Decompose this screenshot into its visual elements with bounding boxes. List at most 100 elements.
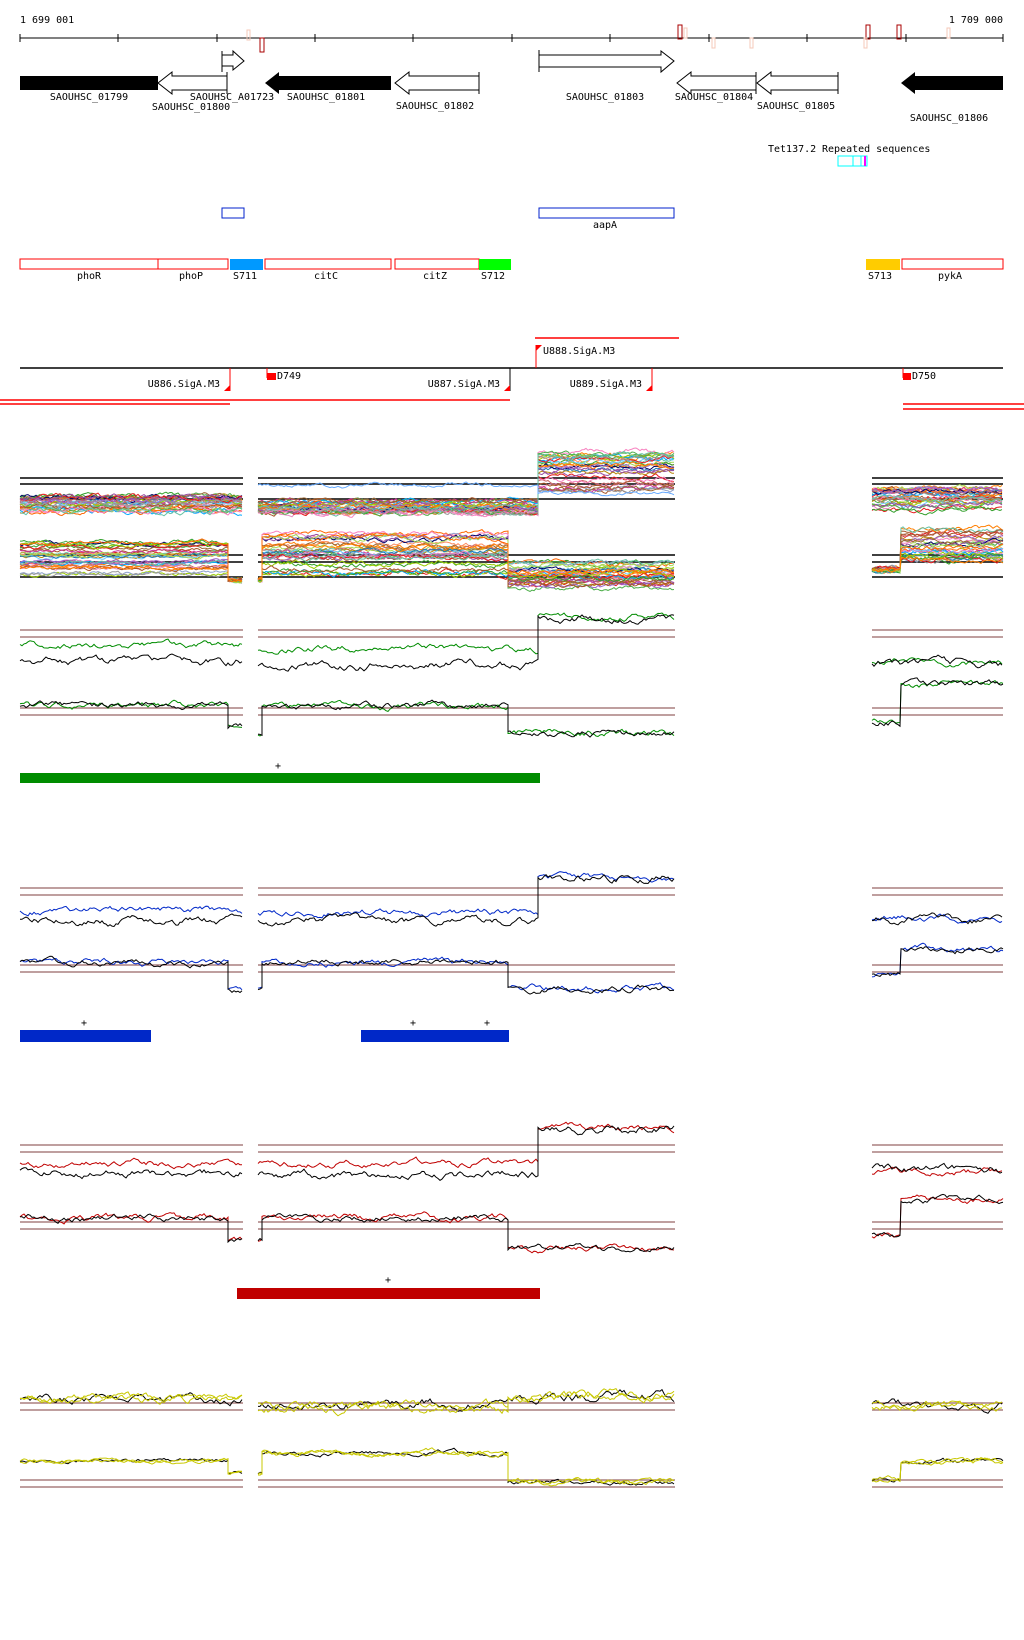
ruler-end-label: 1 709 000 (949, 15, 1003, 26)
promoter-label: U887.SigA.M3 (428, 379, 500, 390)
rna-track: aapA (221, 207, 675, 231)
promoter-U886[interactable]: U886.SigA.M3 (148, 368, 231, 391)
profile-line (257, 959, 674, 995)
gene-SAOUHSC_01801[interactable]: SAOUHSC_01801 (265, 72, 391, 103)
gene-SAOUHSC_01805[interactable]: SAOUHSC_01805 (756, 70, 839, 112)
profile-line (257, 478, 675, 507)
gene-label: SAOUHSC_01806 (910, 113, 988, 124)
annotation-S713[interactable] (866, 259, 900, 270)
promoter-D750[interactable]: D750 (902, 368, 936, 382)
gene-label: SAOUHSC_01800 (152, 102, 230, 113)
profile-line (19, 957, 243, 991)
promoter-U889[interactable]: U889.SigA.M3 (570, 368, 653, 391)
gene-SAOUHSC_01800[interactable]: SAOUHSC_01800 (152, 70, 230, 113)
profile-line (871, 1457, 1004, 1483)
profile-line (871, 485, 1003, 494)
repeat-box[interactable] (837, 155, 854, 167)
profile-line (257, 1213, 675, 1253)
profile-line (257, 482, 675, 518)
profile-line (257, 612, 675, 655)
profile-line (257, 1121, 675, 1169)
profile-line (19, 552, 243, 581)
blue-marker: + (410, 1018, 416, 1029)
profile-line (871, 657, 1003, 668)
repeat-label-b: Repeated sequences (822, 144, 930, 155)
profile-line (257, 1211, 675, 1254)
marker-box (683, 27, 688, 39)
profile-line (19, 538, 243, 583)
profile-line (19, 558, 243, 582)
annotation-label: phoR (77, 271, 102, 282)
segment-bars: + + + + + (20, 761, 540, 1299)
annotation-S712[interactable] (479, 259, 511, 270)
profile-line (871, 552, 1004, 574)
profile-line (19, 955, 243, 994)
promoter-track: U888.SigA.M3 U886.SigA.M3 D749 U887.SigA… (0, 337, 1024, 410)
profile-line (871, 529, 1004, 572)
red-segment-bar[interactable] (237, 1288, 540, 1299)
marker-box (749, 37, 754, 49)
annotation-citC[interactable] (264, 258, 392, 270)
profile-line (871, 1193, 1004, 1238)
marker-box (946, 27, 951, 39)
gene-SAOUHSC_01806[interactable]: SAOUHSC_01806 (901, 72, 1003, 124)
profile-line (19, 905, 243, 917)
profile-line (257, 465, 675, 514)
marker-box (711, 37, 716, 49)
marker-box (259, 37, 265, 53)
profile-line (871, 679, 1004, 724)
gene-SAOUHSC_01802[interactable]: SAOUHSC_01802 (394, 70, 480, 112)
gene-SAOUHSC_A01723[interactable]: SAOUHSC_A01723 (190, 49, 274, 103)
promoter-label: U889.SigA.M3 (570, 379, 642, 390)
marker-box (677, 24, 683, 40)
promoter-label: D749 (277, 371, 301, 382)
rna-box[interactable] (221, 207, 245, 219)
blue-segment-bar[interactable] (20, 1030, 151, 1042)
profile-line (871, 506, 1003, 516)
promoter-D749[interactable]: D749 (266, 368, 301, 382)
annotation-phoR[interactable] (19, 258, 159, 270)
gene-SAOUHSC_01804[interactable]: SAOUHSC_01804 (675, 70, 757, 103)
profile-line (20, 1392, 243, 1405)
annotation-phoP[interactable] (157, 258, 229, 270)
gene-SAOUHSC_01799[interactable]: SAOUHSC_01799 (20, 76, 158, 103)
profile-line (19, 506, 243, 517)
profile-line (19, 492, 243, 502)
green-marker: + (275, 761, 281, 772)
repeat-box[interactable] (852, 155, 862, 167)
profile-line (257, 1125, 675, 1182)
profile-line (257, 450, 675, 513)
gene-label: SAOUHSC_A01723 (190, 92, 274, 103)
profile-line (257, 699, 675, 738)
blue-marker: + (81, 1018, 87, 1029)
annotation-S711[interactable] (230, 259, 263, 270)
annotation-label: S712 (481, 271, 505, 282)
ruler-axis (19, 24, 1004, 53)
annotation-label: citC (314, 271, 338, 282)
annotation-label: pykA (938, 271, 962, 282)
promoter-U888[interactable]: U888.SigA.M3 (535, 345, 615, 368)
profile-line (19, 548, 243, 583)
red-marker: + (385, 1275, 391, 1286)
profile-line (19, 1392, 243, 1407)
rna-aapA[interactable] (538, 207, 675, 219)
profile-line (871, 489, 1003, 496)
profile-line (258, 552, 675, 580)
promoter-label: U888.SigA.M3 (543, 346, 615, 357)
gene-SAOUHSC_01803[interactable]: SAOUHSC_01803 (538, 49, 675, 103)
profile-line (257, 481, 675, 497)
profile-line (19, 638, 243, 649)
profile-line (19, 506, 243, 517)
annotation-pykA[interactable] (901, 258, 1004, 270)
profile-line (257, 533, 675, 580)
profile-line (871, 912, 1003, 926)
profile-line (19, 551, 243, 584)
green-segment-bar[interactable] (20, 773, 540, 783)
blue-segment-bar[interactable] (361, 1030, 509, 1042)
annotation-label: S711 (233, 271, 257, 282)
profile-line (20, 1213, 243, 1244)
profile-line (257, 565, 675, 589)
annotation-citZ[interactable] (394, 258, 480, 270)
profile-line (871, 1400, 1003, 1412)
promoter-U887[interactable]: U887.SigA.M3 (428, 368, 511, 391)
